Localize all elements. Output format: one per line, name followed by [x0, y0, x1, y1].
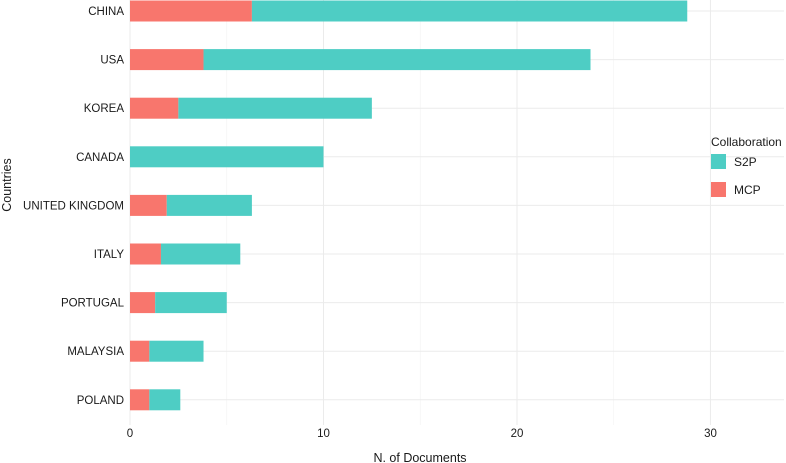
x-tick-label: 30 — [704, 428, 717, 440]
x-tick-label: 0 — [127, 428, 133, 440]
bar-s2p-korea — [178, 97, 372, 119]
x-tick-labels: 0 10 20 30 — [127, 428, 717, 440]
y-tick-label: CANADA — [76, 152, 124, 164]
bar-s2p-canada — [130, 146, 324, 168]
bar-mcp-portugal — [130, 292, 156, 314]
x-tick-label: 20 — [511, 428, 524, 440]
y-tick-label: USA — [100, 55, 124, 67]
bar-s2p-italy — [160, 243, 241, 265]
y-tick-label: CHINA — [88, 6, 124, 18]
y-tick-labels: CHINA USA KOREA CANADA UNITED KINGDOM ITALY PO… — [23, 6, 125, 407]
bar-mcp-italy — [130, 243, 161, 265]
y-tick-label: KOREA — [84, 103, 125, 115]
bar-s2p-poland — [149, 389, 181, 411]
bar-mcp-united-kingdom — [130, 194, 167, 216]
legend-label-s2p: S2P — [734, 155, 757, 169]
legend-title: Collaboration — [711, 135, 782, 149]
bar-s2p-malaysia — [149, 340, 204, 362]
bars — [130, 0, 688, 411]
legend-swatch-s2p — [711, 154, 726, 169]
bar-mcp-korea — [130, 97, 179, 119]
x-axis-title: N. of Documents — [373, 451, 466, 463]
bar-mcp-malaysia — [130, 340, 150, 362]
y-tick-label: UNITED KINGDOM — [23, 200, 124, 212]
bar-mcp-usa — [130, 49, 204, 71]
bar-mcp-poland — [130, 389, 150, 411]
y-tick-label: MALAYSIA — [67, 346, 124, 358]
y-axis-title: Countries — [0, 158, 14, 212]
legend-label-mcp: MCP — [734, 183, 761, 197]
bar-s2p-united-kingdom — [166, 194, 252, 216]
y-tick-label: ITALY — [94, 249, 125, 261]
legend-swatch-mcp — [711, 182, 726, 197]
bar-s2p-usa — [203, 49, 591, 71]
y-tick-label: POLAND — [77, 395, 124, 407]
bar-s2p-china — [251, 0, 688, 22]
bar-mcp-china — [130, 0, 252, 22]
y-tick-label: PORTUGAL — [61, 298, 125, 310]
bar-s2p-portugal — [155, 292, 227, 314]
legend: Collaboration S2P MCP — [711, 135, 782, 197]
x-tick-label: 10 — [317, 428, 330, 440]
